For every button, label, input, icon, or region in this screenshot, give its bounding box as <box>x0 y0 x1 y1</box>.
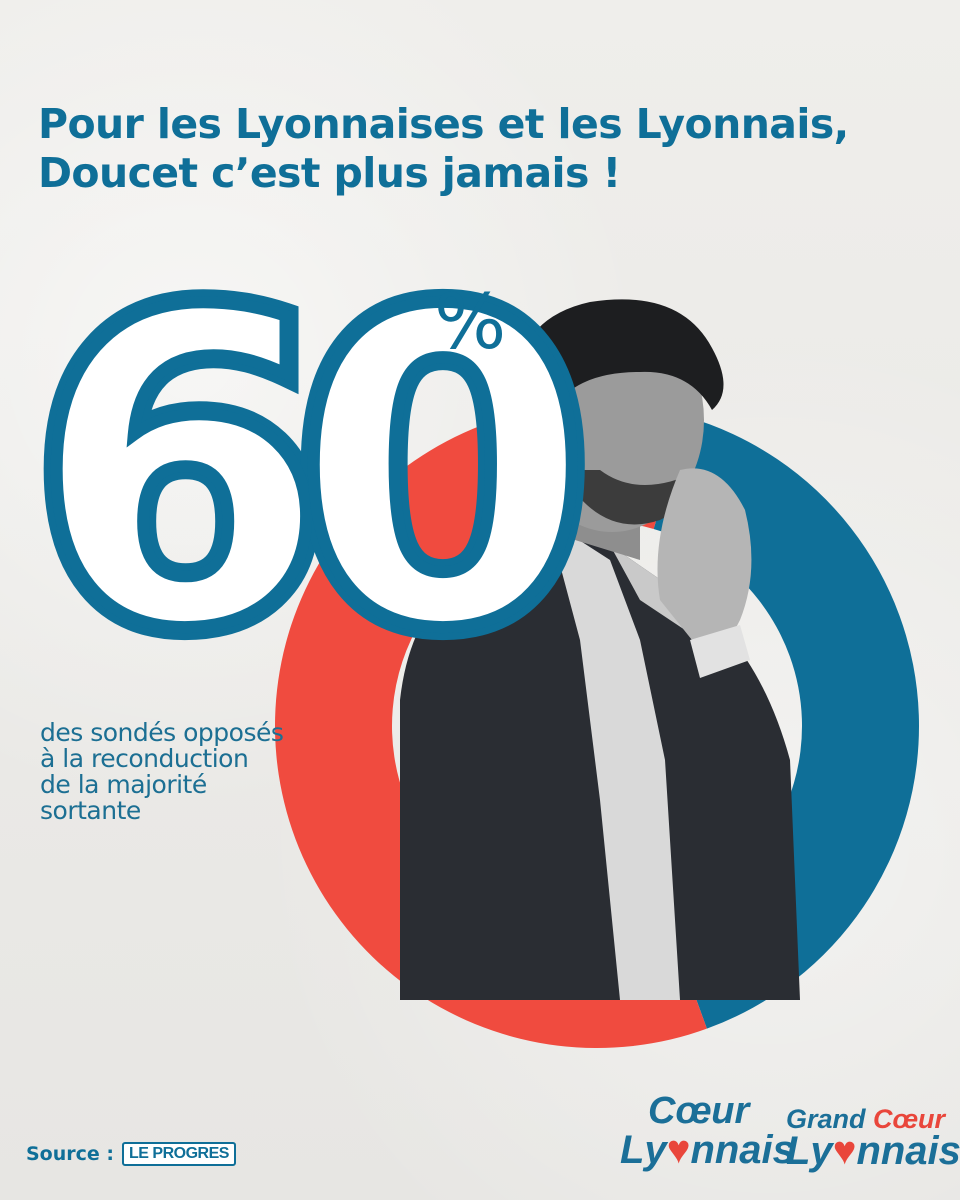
logo-b-word-2b: nnais <box>856 1129 960 1173</box>
heart-icon: ♥ <box>666 1128 691 1172</box>
big-percentage-inner-stroke: 60 <box>24 223 598 723</box>
logo-b-word-1b: Cœur <box>873 1104 945 1134</box>
person-hair <box>514 299 724 470</box>
source-outlet-logo: LE PROGRES <box>122 1142 236 1166</box>
source-credit: Source : LE PROGRES <box>26 1142 236 1166</box>
person-shirt <box>548 520 680 1000</box>
headline: Pour les Lyonnaises et les Lyonnais, Dou… <box>38 100 938 198</box>
logo-a-word-2b: nnais <box>690 1128 795 1172</box>
donut-slice-blue <box>653 416 919 1029</box>
logo-b-word-2a: Ly <box>786 1129 833 1173</box>
caption-line-1: des sondés opposés <box>40 718 284 747</box>
logo-a-word-1: Cœur <box>648 1090 750 1132</box>
caption-line-3: de la majorité <box>40 770 207 799</box>
person-hand <box>657 468 752 652</box>
big-percentage-fill: 60 <box>25 223 597 723</box>
logo-a-word-2a: Ly <box>620 1128 667 1172</box>
headline-line-1: Pour les Lyonnaises et les Lyonnais, <box>38 100 849 148</box>
donut-slice-red <box>275 404 707 1049</box>
caption-line-4: sortante <box>40 796 141 825</box>
big-percentage-outline: 60 <box>17 223 605 723</box>
heart-icon: ♥ <box>832 1129 857 1173</box>
percent-sign: % <box>434 277 507 366</box>
logo-b-word-1a: Grand <box>786 1104 874 1134</box>
person-cuff <box>690 625 750 678</box>
headline-line-2: Doucet c’est plus jamais ! <box>38 149 621 197</box>
grand-coeur-lyonnais-logo: Grand Cœur Ly♥nnais <box>786 1104 960 1173</box>
stat-caption: des sondés opposés à la reconduction de … <box>40 720 340 824</box>
source-label: Source : <box>26 1143 114 1165</box>
caption-line-2: à la reconduction <box>40 744 249 773</box>
person-beard <box>560 470 700 525</box>
person-photo-icon <box>400 299 800 1000</box>
coeur-lyonnais-logo: Cœur Ly♥nnais <box>620 1092 795 1170</box>
